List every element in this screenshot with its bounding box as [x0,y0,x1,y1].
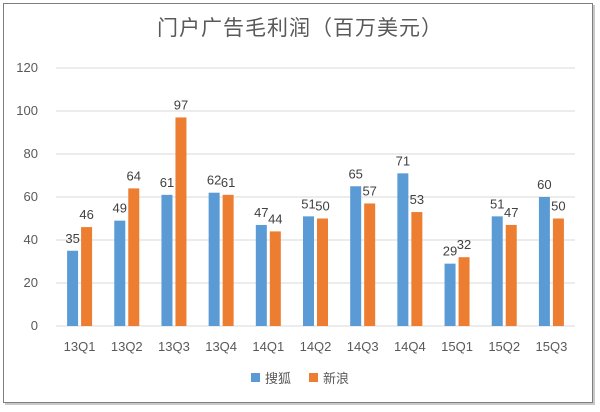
legend-label-sohu: 搜狐 [264,372,291,387]
data-label: 60 [537,177,551,192]
bar [317,218,328,326]
data-label: 47 [254,205,268,220]
bar [114,220,126,326]
data-label: 51 [301,196,315,211]
bar [444,263,456,326]
bar [81,227,93,326]
y-tick-label: 60 [24,189,38,204]
bar [505,224,517,326]
legend-swatch-sohu [250,373,260,382]
y-tick-label: 80 [24,146,38,161]
x-tick-label: 14Q1 [252,339,284,354]
data-label: 44 [268,211,282,226]
data-label: 53 [410,192,424,207]
bar [67,250,79,326]
x-tick-label: 15Q3 [536,339,568,354]
data-label: 29 [443,244,457,259]
y-tick-label: 100 [16,103,38,118]
x-tick-label: 13Q1 [64,339,96,354]
y-tick-label: 40 [24,232,38,247]
bar [269,231,281,326]
data-label: 46 [79,207,93,222]
data-label: 50 [551,199,565,214]
legend-label-sina: 新浪 [323,372,350,387]
bar [411,212,423,326]
x-tick-label: 13Q4 [205,339,237,354]
legend: 搜狐 新浪 [0,368,600,387]
y-tick-label: 0 [31,318,38,333]
bar [538,197,550,326]
bar [255,224,267,326]
y-tick-label: 120 [16,60,38,75]
x-tick-label: 14Q2 [300,339,332,354]
data-label: 62 [207,173,221,188]
bar [303,216,314,326]
y-tick-label: 20 [24,275,38,290]
bar [222,194,234,326]
data-label: 35 [65,231,79,246]
data-label: 51 [490,196,504,211]
data-label: 50 [315,199,329,214]
bar [175,117,187,326]
data-label: 47 [504,205,518,220]
data-label: 97 [174,97,188,112]
data-label: 71 [396,153,410,168]
legend-item-sohu: 搜狐 [250,368,291,387]
data-label: 57 [362,183,376,198]
bar [161,194,173,326]
legend-item-sina: 新浪 [309,368,349,387]
data-label: 64 [127,168,141,183]
data-label: 49 [113,201,127,216]
bar [208,192,220,326]
bar [552,218,564,326]
bar [458,257,470,326]
bar [350,186,362,326]
bar [397,173,409,326]
data-label: 61 [160,175,174,190]
x-tick-label: 15Q1 [441,339,473,354]
data-label: 32 [457,237,471,252]
data-label: 61 [221,175,235,190]
data-label: 65 [348,166,362,181]
legend-swatch-sina [309,373,318,382]
x-tick-label: 14Q3 [347,339,379,354]
x-tick-label: 14Q4 [394,339,426,354]
x-tick-label: 15Q2 [488,339,520,354]
chart-title: 门户广告毛利润（百万美元） [157,16,443,40]
bar [128,188,140,326]
chart-frame [3,3,593,403]
bar [364,203,376,326]
bar [491,216,503,326]
x-tick-label: 13Q2 [111,339,143,354]
x-tick-label: 13Q3 [158,339,190,354]
